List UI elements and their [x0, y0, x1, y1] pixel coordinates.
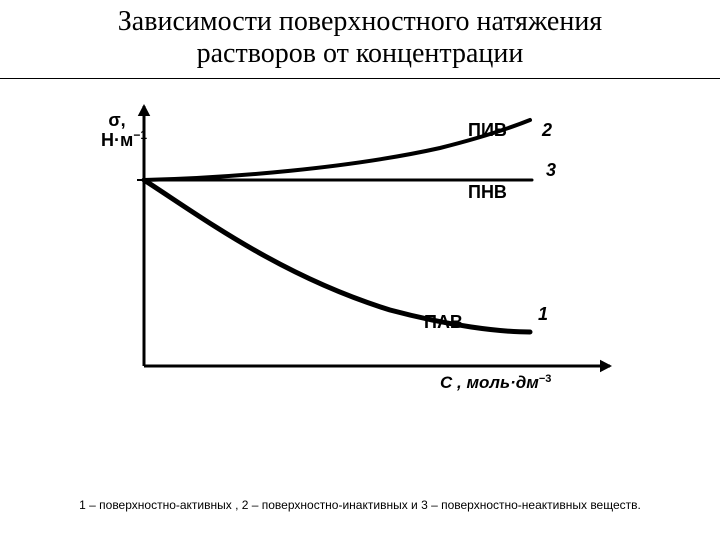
title-line-1: Зависимости поверхностного натяжения [118, 6, 602, 37]
curve-3-pnv-label: ПНВ [468, 182, 507, 202]
chart-svg: σ,Н·м−1С , моль·дм−3ПИВ2ПНВ3ПАВ1 [90, 96, 630, 416]
curve-1-pav-number: 1 [538, 304, 548, 324]
curve-2-piv-number: 2 [541, 120, 552, 140]
x-axis-label: С , моль·дм−3 [440, 373, 551, 392]
chart-caption: 1 – поверхностно-активных , 2 – поверхно… [0, 498, 720, 512]
curve-2-piv-label: ПИВ [468, 120, 507, 140]
title-line-2: растворов от концентрации [197, 38, 524, 69]
curve-1-pav-label: ПАВ [424, 312, 463, 332]
curve-3-pnv-number: 3 [546, 160, 556, 180]
title-underline [0, 78, 720, 79]
y-axis-label-sigma: σ, [108, 110, 125, 130]
page-title: Зависимости поверхностного натяжения рас… [0, 6, 720, 70]
surface-tension-chart: σ,Н·м−1С , моль·дм−3ПИВ2ПНВ3ПАВ1 [90, 96, 630, 416]
